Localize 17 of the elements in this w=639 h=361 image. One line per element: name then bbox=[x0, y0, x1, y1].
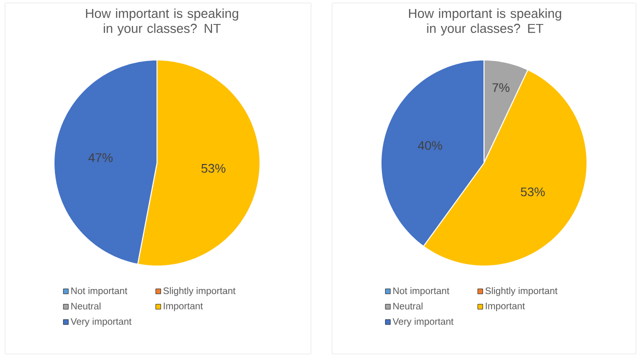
legend-label: Important bbox=[486, 302, 525, 312]
data-label: 53% bbox=[520, 187, 545, 196]
legend-label: Slightly important bbox=[163, 287, 236, 296]
chart-title: How important is speaking in your classes? NT bbox=[86, 8, 238, 36]
legend-label: Very important bbox=[392, 318, 454, 327]
legend-label: Neutral bbox=[71, 302, 100, 310]
legend-label: Very important bbox=[70, 318, 132, 327]
legend-label: Not important bbox=[71, 287, 128, 296]
data-label: 53% bbox=[201, 164, 226, 173]
data-label: 7% bbox=[492, 83, 510, 92]
legend-label: Not important bbox=[393, 287, 450, 296]
data-label: 47% bbox=[88, 153, 113, 162]
legend-label: Important bbox=[164, 302, 203, 312]
legend-label: Slightly important bbox=[485, 287, 558, 296]
data-label: 40% bbox=[418, 141, 442, 150]
chart-title: How important is speaking in your classes? ET bbox=[409, 8, 562, 36]
legend-label: Neutral bbox=[393, 302, 422, 310]
